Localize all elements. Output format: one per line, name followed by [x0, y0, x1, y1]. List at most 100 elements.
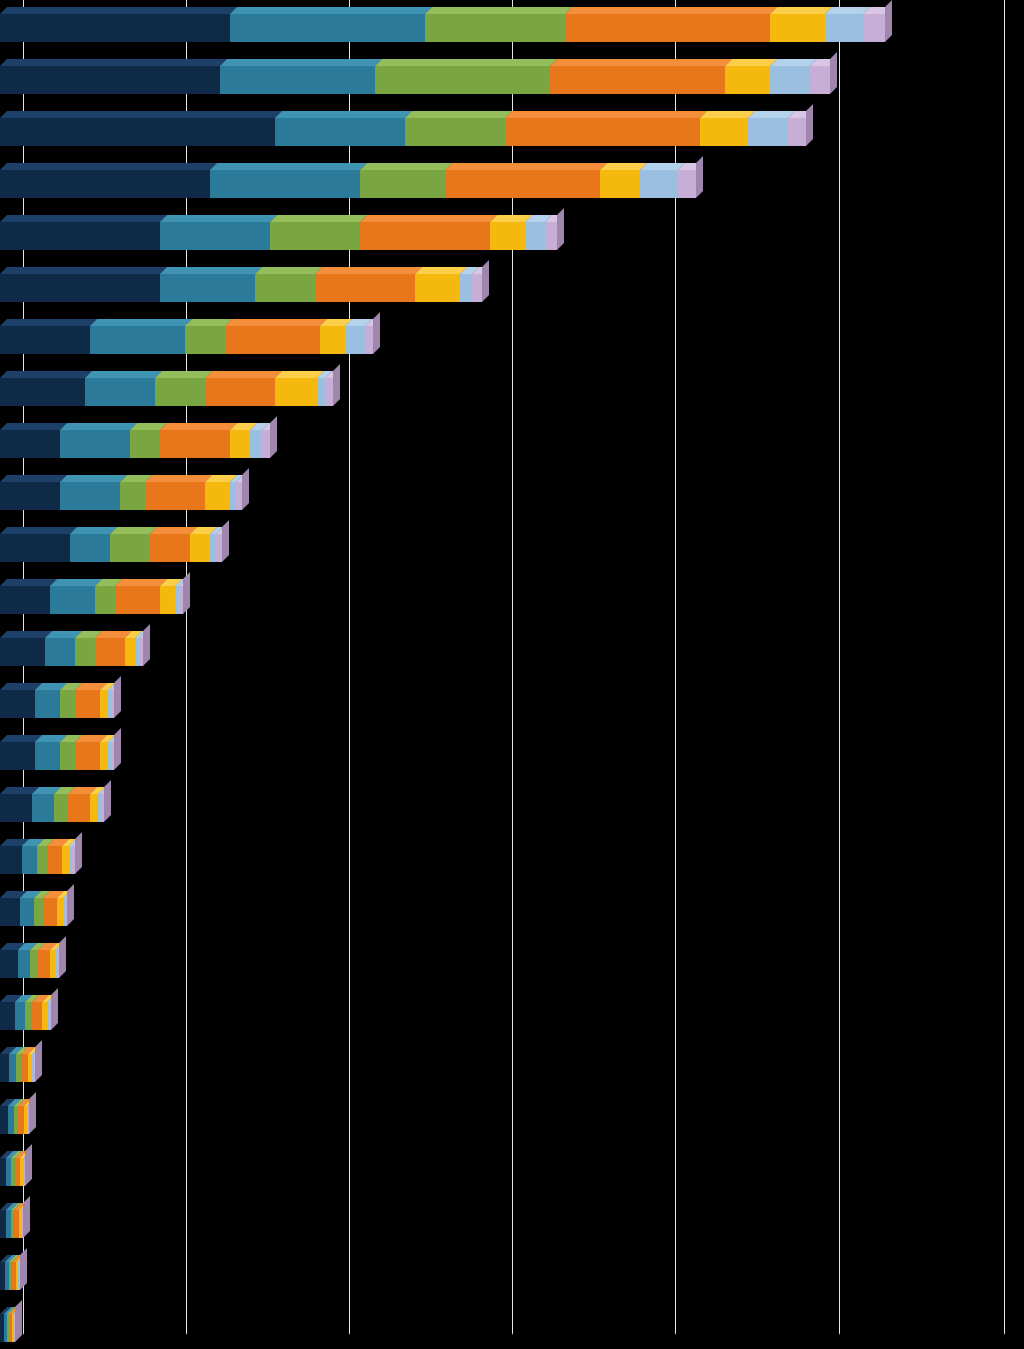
bar-segment-s3: [54, 794, 68, 822]
bar-segment-s7: [139, 638, 143, 666]
bar-segment-s4: [115, 586, 160, 614]
bar-segment-s3: [255, 274, 315, 302]
bar-segment-s4: [75, 742, 100, 770]
bar-segment-s5: [160, 586, 175, 614]
bar-segment-s3: [405, 118, 505, 146]
bar-segment-s7: [72, 846, 75, 874]
bar-segment-s7: [863, 14, 885, 42]
bar-segment-s2: [90, 326, 185, 354]
bar-segment-s4: [360, 222, 490, 250]
bar-segment-s2: [35, 742, 60, 770]
bar-segment-s4: [205, 378, 275, 406]
bar-segment-s1: [0, 534, 70, 562]
bar-segment-s4: [32, 1002, 42, 1030]
bar-segment-s1: [0, 846, 22, 874]
bar-segment-s3: [375, 66, 550, 94]
bar-segment-s7: [325, 378, 333, 406]
bar-segment-s3: [130, 430, 160, 458]
bar-segment-s2: [22, 846, 37, 874]
gridline: [839, 0, 840, 1335]
bar-segment-s2: [160, 274, 255, 302]
bar-segment-s1: [0, 14, 230, 42]
bar-segment-s7: [788, 118, 806, 146]
bar-segment-s2: [20, 898, 34, 926]
bar-segment-s7: [111, 742, 114, 770]
bar-segment-s3: [30, 950, 38, 978]
bar-segment-s4: [75, 690, 100, 718]
stacked-bar-chart: [0, 0, 1024, 1349]
bar-segment-s4: [315, 274, 415, 302]
bar-segment-s1: [0, 1054, 9, 1082]
bar-segment-s5: [600, 170, 640, 198]
bar-segment-s3: [270, 222, 360, 250]
bar-segment-s7: [262, 430, 270, 458]
bar-segment-s2: [60, 482, 120, 510]
bar-segment-s7: [14, 1314, 15, 1342]
bar-segment-s2: [18, 950, 30, 978]
bar-segment-s1: [0, 430, 60, 458]
bar-segment-s2: [85, 378, 155, 406]
bar-segment-s1: [0, 170, 210, 198]
bar-segment-s7: [65, 898, 67, 926]
bar-segment-s1: [0, 794, 32, 822]
bar-segment-s5: [230, 430, 250, 458]
bar-segment-s5: [725, 66, 770, 94]
bar-segment-s7: [236, 482, 242, 510]
bar-segment-s1: [0, 742, 35, 770]
bar-segment-s2: [60, 430, 130, 458]
bar-segment-s5: [700, 118, 748, 146]
bar-segment-s4: [43, 898, 57, 926]
bar-segment-s1: [0, 222, 160, 250]
bar-segment-s6: [525, 222, 545, 250]
bar-segment-s1: [0, 1106, 8, 1134]
bar-segment-s1: [0, 482, 60, 510]
bar-segment-s7: [57, 950, 59, 978]
bar-segment-s6: [770, 66, 810, 94]
bar-segment-s4: [445, 170, 600, 198]
bar-segment-s3: [110, 534, 150, 562]
bar-segment-s5: [100, 690, 108, 718]
bar-segment-s2: [210, 170, 360, 198]
bar-segment-s3: [75, 638, 95, 666]
bar-segment-s7: [22, 1210, 23, 1238]
bar-segment-s2: [32, 794, 54, 822]
bar-segment-s1: [0, 326, 90, 354]
bar-segment-s4: [21, 1054, 28, 1082]
bar-segment-s1: [0, 378, 85, 406]
bar-segment-s2: [35, 690, 60, 718]
bar-segment-s6: [317, 378, 325, 406]
bar-segment-s4: [38, 950, 50, 978]
bar-segment-s7: [49, 1002, 51, 1030]
bar-segment-s7: [216, 534, 222, 562]
bar-segment-s5: [275, 378, 317, 406]
bar-segment-s3: [95, 586, 115, 614]
bar-segment-s4: [47, 846, 62, 874]
bar-segment-s3: [185, 326, 225, 354]
bar-segment-s6: [640, 170, 678, 198]
bar-segment-s5: [62, 846, 69, 874]
bar-segment-s3: [425, 14, 565, 42]
bar-segment-s1: [0, 274, 160, 302]
gridline: [512, 0, 513, 1335]
bar-segment-s2: [220, 66, 375, 94]
bar-segment-s3: [37, 846, 47, 874]
bar-segment-s3: [360, 170, 445, 198]
bar-segment-s5: [320, 326, 345, 354]
bar-segment-s5: [770, 14, 825, 42]
bar-segment-s4: [68, 794, 90, 822]
bar-segment-s2: [9, 1054, 16, 1082]
gridline: [1004, 0, 1005, 1335]
bar-segment-s3: [25, 1002, 32, 1030]
bar-segment-s7: [101, 794, 104, 822]
bar-segment-s2: [230, 14, 425, 42]
bar-segment-s7: [179, 586, 183, 614]
bar-segment-s1: [0, 950, 18, 978]
bar-segment-s7: [24, 1158, 25, 1186]
gridline: [349, 0, 350, 1335]
bar-segment-s5: [100, 742, 108, 770]
bar-segment-s2: [15, 1002, 25, 1030]
bar-segment-s1: [0, 1002, 15, 1030]
bar-segment-s4: [160, 430, 230, 458]
bar-segment-s3: [155, 378, 205, 406]
bar-segment-s6: [345, 326, 365, 354]
